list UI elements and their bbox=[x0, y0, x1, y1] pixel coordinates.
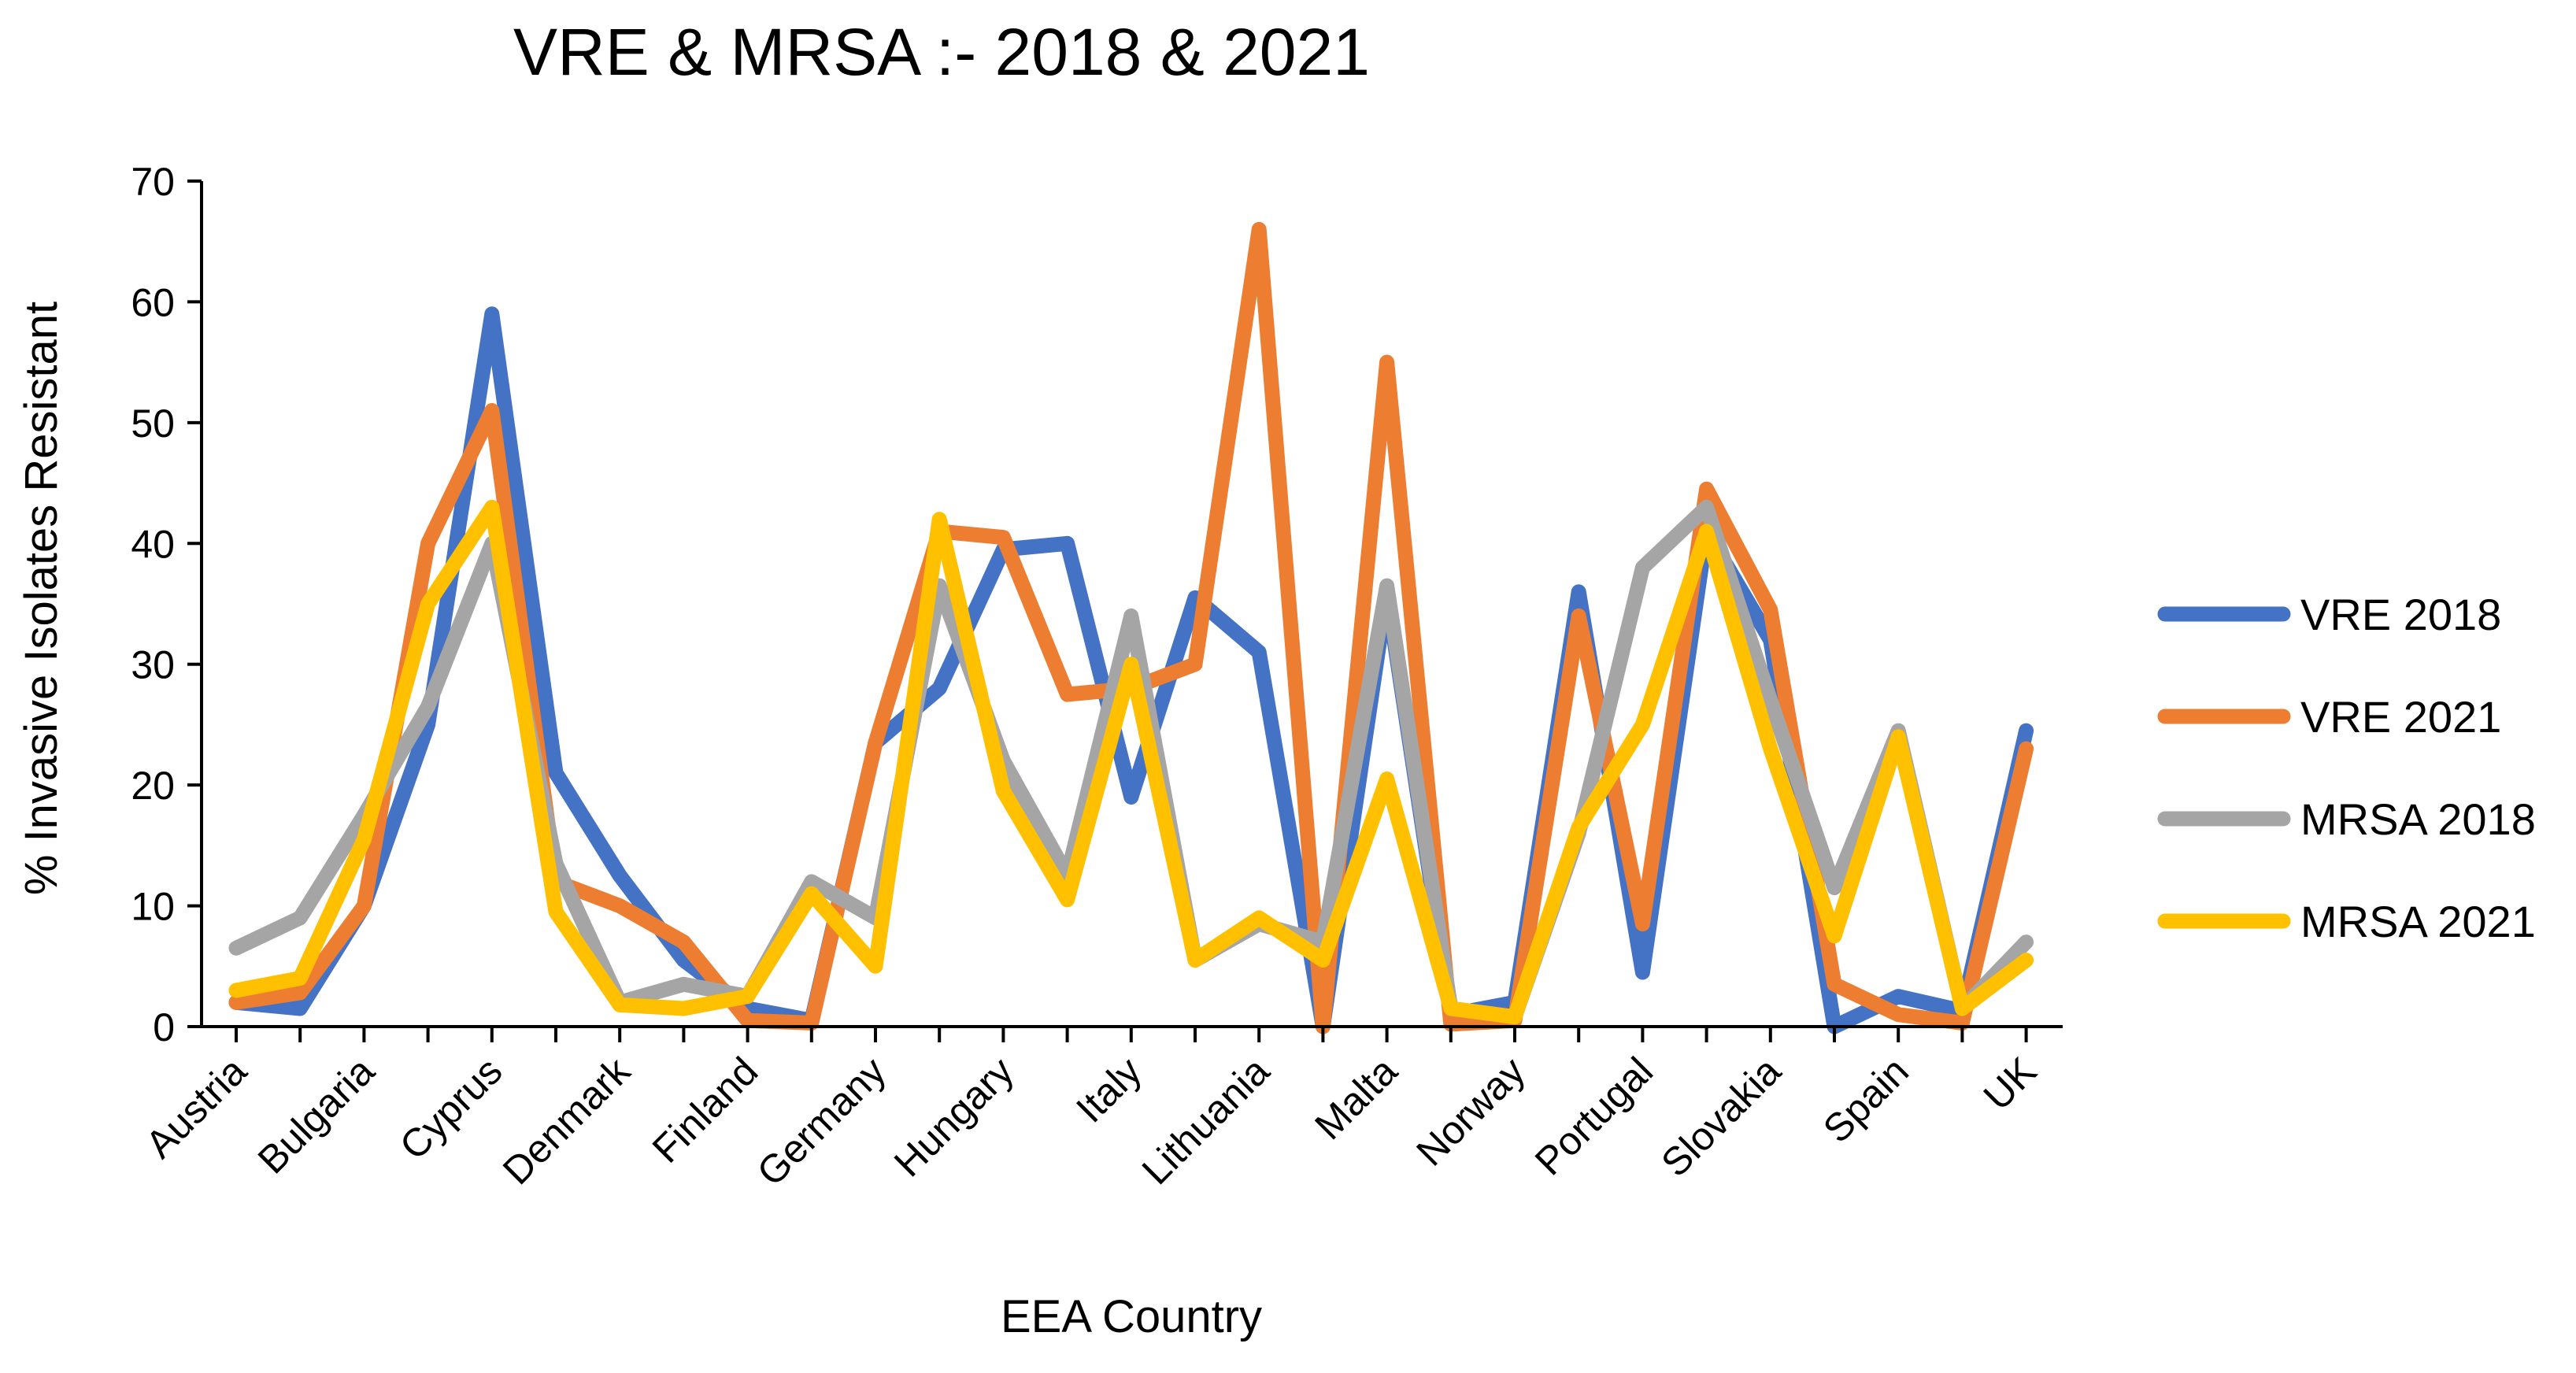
x-tick-label: Finland bbox=[644, 1049, 767, 1171]
x-tick-label: Italy bbox=[1068, 1049, 1149, 1131]
y-axis-label: % Invasive Isolates Resistant bbox=[16, 302, 67, 895]
x-tick-label: Cyprus bbox=[391, 1049, 511, 1168]
x-tick-label: Germany bbox=[749, 1049, 894, 1194]
x-tick-label: Hungary bbox=[886, 1049, 1022, 1185]
x-tick-label: Spain bbox=[1815, 1049, 1917, 1151]
y-tick-label: 20 bbox=[131, 764, 175, 808]
x-tick-label: Portugal bbox=[1527, 1049, 1661, 1183]
x-tick-label: Denmark bbox=[494, 1048, 639, 1193]
legend-label: MRSA 2021 bbox=[2300, 897, 2536, 946]
series-line-mrsa-2021 bbox=[228, 499, 2034, 1025]
y-tick-label: 60 bbox=[131, 280, 175, 324]
y-tick-label: 40 bbox=[131, 522, 175, 566]
x-tick-label: Lithuania bbox=[1134, 1049, 1278, 1193]
y-tick-label: 10 bbox=[131, 885, 175, 929]
legend-label: VRE 2018 bbox=[2300, 590, 2501, 639]
x-tick-label: Austria bbox=[137, 1049, 255, 1167]
x-tick-label: Slovakia bbox=[1653, 1049, 1789, 1185]
x-axis-label: EEA Country bbox=[1001, 1291, 1262, 1342]
y-tick-label: 70 bbox=[131, 160, 175, 204]
chart-title: VRE & MRSA :- 2018 & 2021 bbox=[513, 15, 1370, 89]
y-tick-label: 50 bbox=[131, 402, 175, 446]
x-tick-label: Bulgaria bbox=[250, 1049, 383, 1182]
x-tick-label: Norway bbox=[1408, 1049, 1533, 1174]
y-tick-label: 30 bbox=[131, 643, 175, 687]
x-tick-label: UK bbox=[1975, 1049, 2045, 1119]
plot-series-group bbox=[228, 221, 2034, 1034]
x-tick-label: Malta bbox=[1306, 1049, 1405, 1148]
legend-label: VRE 2021 bbox=[2300, 692, 2501, 742]
legend-label: MRSA 2018 bbox=[2300, 794, 2536, 844]
y-tick-label: 0 bbox=[153, 1005, 175, 1049]
legend: VRE 2018 VRE 2021 MRSA 2018 MRSA 2021 bbox=[2157, 590, 2536, 946]
